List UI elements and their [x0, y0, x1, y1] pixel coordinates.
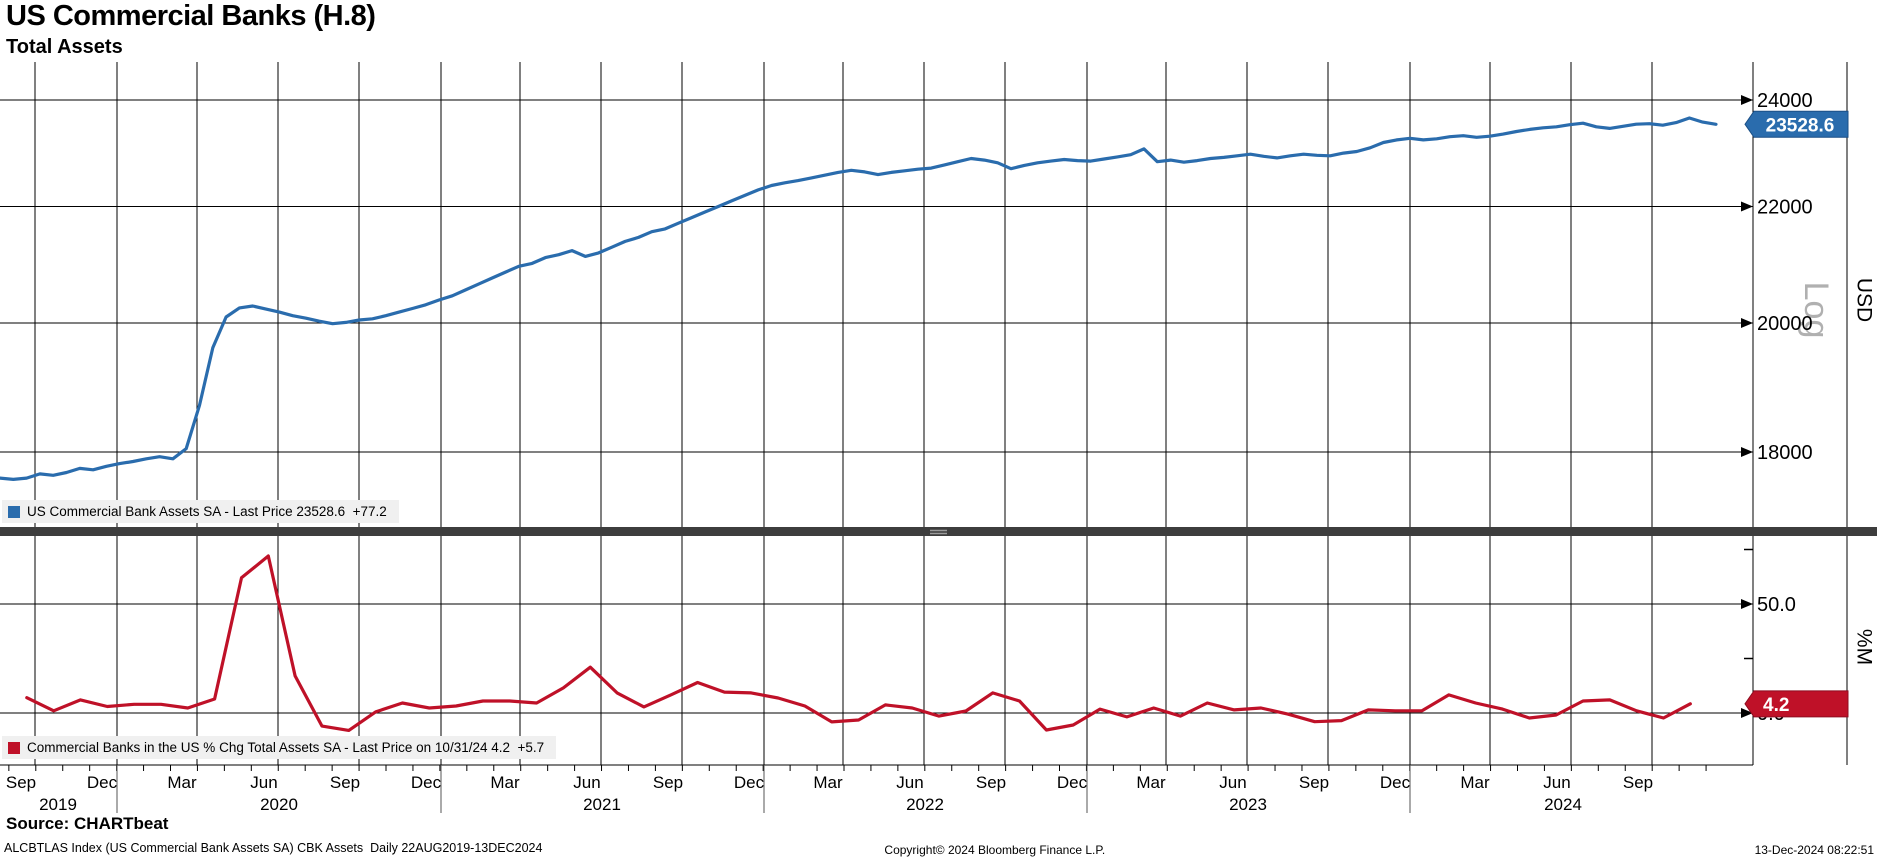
month-label: Sep: [6, 773, 36, 792]
y-tick-label: 22000: [1757, 196, 1813, 218]
y-tick-label: 24000: [1757, 90, 1813, 112]
source-line: Source: CHARTbeat: [6, 814, 169, 833]
legend-assets[interactable]: US Commercial Bank Assets SA - Last Pric…: [2, 500, 399, 523]
month-label: Mar: [813, 773, 843, 792]
month-label: Dec: [1380, 773, 1411, 792]
last-price-badge-pct-chg: [1744, 690, 1849, 718]
legend-pct-chg[interactable]: Commercial Banks in the US % Chg Total A…: [2, 736, 557, 759]
month-label: Mar: [167, 773, 197, 792]
year-label: 2023: [1229, 795, 1267, 814]
month-label: Sep: [330, 773, 360, 792]
series-line-pct-chg: [25, 554, 1692, 733]
month-label: Dec: [87, 773, 118, 792]
y-tick-label: 20000: [1757, 313, 1813, 335]
month-label: Dec: [1057, 773, 1088, 792]
pct-chg-series-marker-icon: [8, 741, 20, 754]
tick-arrow-icon: [1741, 599, 1753, 609]
month-label: Jun: [573, 773, 600, 792]
copyright-line: Copyright© 2024 Bloomberg Finance L.P.: [884, 843, 1106, 857]
tick-arrow-icon: [1741, 708, 1753, 718]
month-label: Jun: [1543, 773, 1570, 792]
month-label: Jun: [1219, 773, 1246, 792]
tick-arrow-icon: [1741, 95, 1753, 105]
tick-arrow-icon: [1741, 201, 1753, 212]
month-label: Mar: [490, 773, 520, 792]
last-price-badge-assets-label: 23528.6: [1766, 115, 1835, 136]
month-label: Mar: [1136, 773, 1166, 792]
last-price-badge-assets: [1744, 110, 1849, 138]
page-subtitle: Total Assets: [6, 36, 123, 58]
legend-assets-label: US Commercial Bank Assets SA - Last Pric…: [27, 504, 387, 519]
panel-divider-grip[interactable]: [930, 529, 947, 535]
year-label: 2024: [1544, 795, 1582, 814]
log-scale-label: Log: [1797, 282, 1835, 339]
month-label: Jun: [896, 773, 923, 792]
month-label: Dec: [734, 773, 765, 792]
top-axis-unit-label: USD: [1852, 278, 1875, 322]
bottom-axis-unit-label: %M: [1852, 629, 1875, 665]
last-price-badge-pct-chg-label: 4.2: [1763, 695, 1789, 716]
tick-arrow-icon: [1741, 446, 1753, 457]
month-label: Mar: [1460, 773, 1490, 792]
tick-arrow-icon: [1741, 318, 1753, 329]
year-label: 2019: [39, 795, 77, 814]
month-label: Jun: [250, 773, 277, 792]
year-label: 2022: [906, 795, 944, 814]
panel-divider: [0, 527, 1877, 536]
legend-pct-chg-label: Commercial Banks in the US % Chg Total A…: [27, 740, 545, 755]
month-label: Sep: [976, 773, 1006, 792]
series-line-assets: [0, 116, 1718, 481]
month-label: Dec: [411, 773, 442, 792]
assets-series-marker-icon: [8, 505, 20, 518]
year-label: 2021: [583, 795, 621, 814]
year-label: 2020: [260, 795, 298, 814]
page-title: US Commercial Banks (H.8): [6, 0, 376, 32]
month-label: Sep: [653, 773, 683, 792]
index-descriptor: ALCBTLAS Index (US Commercial Bank Asset…: [4, 841, 543, 855]
y-tick-label: 50.0: [1757, 594, 1796, 616]
timestamp: 13-Dec-2024 08:22:51: [1754, 843, 1874, 857]
month-label: Sep: [1623, 773, 1653, 792]
month-label: Sep: [1299, 773, 1329, 792]
y-tick-label: 18000: [1757, 442, 1813, 464]
